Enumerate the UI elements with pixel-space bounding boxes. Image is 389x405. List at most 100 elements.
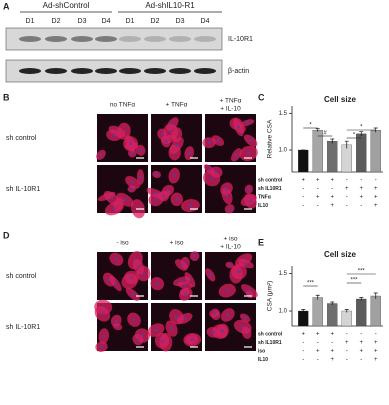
condition-cell: + — [330, 332, 334, 338]
nucleus — [114, 257, 118, 261]
condition-cell: + — [330, 349, 334, 355]
condition-cell: + — [374, 203, 378, 209]
lane-label: D4 — [201, 18, 210, 25]
nucleus — [114, 281, 118, 285]
condition-cell: + — [345, 186, 349, 192]
group-label: Ad-shControl — [43, 1, 90, 10]
blot-label: β-actin — [228, 68, 249, 75]
nucleus — [114, 319, 118, 323]
nucleus — [180, 279, 184, 283]
y-tick-label: 1.0 — [279, 309, 288, 315]
nucleus — [225, 187, 229, 191]
nucleus — [154, 328, 158, 332]
nucleus — [131, 180, 135, 184]
nucleus — [175, 144, 179, 148]
bar — [341, 310, 352, 327]
nucleus — [153, 191, 157, 195]
band — [169, 68, 191, 74]
error-bar — [359, 131, 364, 137]
band — [119, 36, 141, 42]
panel-label: C — [258, 92, 265, 102]
nucleus — [249, 139, 253, 143]
panel-label: E — [258, 237, 264, 247]
significance-label: * — [309, 123, 312, 129]
condition-cell: + — [374, 340, 378, 346]
band — [95, 68, 117, 74]
condition-cell: + — [359, 349, 363, 355]
nucleus — [210, 176, 214, 180]
error-bar — [373, 292, 378, 299]
bar — [356, 298, 367, 327]
nucleus — [245, 121, 249, 125]
nucleus — [131, 292, 135, 296]
panel-label: D — [3, 230, 10, 240]
bar — [356, 133, 367, 173]
condition-cell: - — [317, 357, 319, 363]
nucleus — [129, 142, 133, 146]
condition-cell: + — [359, 340, 363, 346]
bar — [298, 149, 309, 173]
condition-cell: + — [316, 178, 320, 184]
nucleus — [169, 130, 173, 134]
condition-cell: + — [301, 332, 305, 338]
nucleus — [172, 174, 176, 178]
row-label: sh control — [6, 135, 37, 142]
condition-label: sh IL10R1 — [258, 186, 282, 192]
condition-cell: + — [374, 186, 378, 192]
condition-cell: - — [302, 203, 304, 209]
y-axis-label: CSA (μm²) — [267, 281, 274, 311]
condition-label: sh IL10R1 — [258, 340, 282, 346]
condition-cell: - — [302, 186, 304, 192]
condition-label: IL10 — [258, 357, 268, 363]
column-label: + iso — [224, 236, 238, 243]
condition-cell: + — [374, 195, 378, 201]
panel-label: B — [3, 92, 10, 102]
nucleus — [154, 197, 158, 201]
significance-label: *** — [350, 278, 358, 284]
condition-label: iso — [258, 348, 265, 354]
condition-label: TNFα — [258, 194, 272, 200]
lane-label: D3 — [176, 18, 185, 25]
condition-cell: - — [360, 203, 362, 209]
nucleus — [234, 153, 238, 157]
nucleus — [139, 148, 143, 152]
band — [119, 68, 141, 74]
error-bar — [301, 309, 306, 313]
condition-cell: - — [346, 349, 348, 355]
nucleus — [247, 151, 251, 155]
nucleus — [155, 172, 159, 176]
group-label: Ad-shIL10-R1 — [145, 1, 195, 10]
nucleus — [243, 316, 247, 320]
column-label: + TNFα — [220, 98, 242, 105]
error-bar — [344, 140, 349, 149]
condition-cell: + — [330, 203, 334, 209]
condition-cell: - — [317, 340, 319, 346]
nucleus — [187, 151, 191, 155]
error-bar — [315, 128, 320, 132]
nucleus — [184, 292, 188, 296]
bar — [327, 141, 338, 173]
nucleus — [123, 198, 127, 202]
y-tick-label: 1.0 — [279, 148, 288, 154]
condition-cell: + — [301, 178, 305, 184]
condition-cell: - — [360, 332, 362, 338]
nucleus — [193, 254, 197, 258]
condition-cell: - — [375, 178, 377, 184]
nucleus — [136, 338, 140, 342]
nucleus — [102, 334, 106, 338]
column-label: no TNFα — [110, 102, 136, 109]
row-label: sh control — [6, 273, 37, 280]
nucleus — [244, 262, 248, 266]
lane-label: D4 — [102, 18, 111, 25]
nucleus — [208, 273, 212, 277]
nucleus — [237, 126, 241, 130]
nucleus — [174, 315, 178, 319]
condition-cell: + — [359, 195, 363, 201]
condition-cell: + — [374, 349, 378, 355]
column-label: + IL-10 — [220, 106, 241, 113]
condition-cell: + — [330, 178, 334, 184]
bar — [312, 130, 323, 173]
band — [19, 68, 41, 74]
